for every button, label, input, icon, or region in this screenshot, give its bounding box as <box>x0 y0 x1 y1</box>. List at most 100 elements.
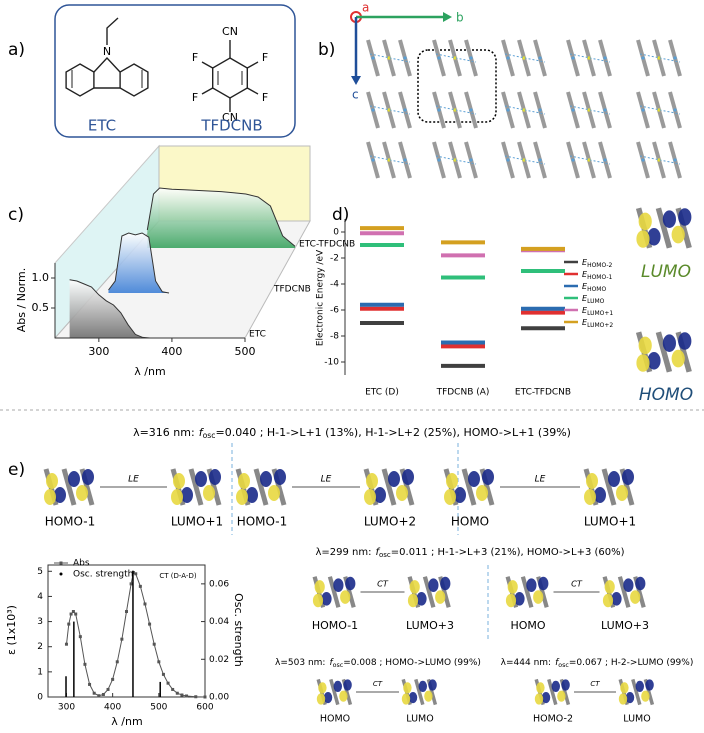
orbital-lobe <box>408 692 418 704</box>
wavelength: λ=316 nm: <box>133 426 195 439</box>
atom <box>641 158 645 162</box>
x-tick-label: 500 <box>150 703 167 713</box>
orbital-lobe <box>401 693 411 705</box>
orbital-lobe <box>636 230 650 248</box>
atom <box>387 56 391 60</box>
marker <box>71 610 75 614</box>
legend-entry: EHOMO-1 <box>582 270 613 281</box>
orbital-lobe <box>402 469 414 485</box>
y-tick-label: 0 <box>333 228 339 238</box>
atom <box>506 158 510 162</box>
orbital-lobe <box>602 593 614 608</box>
marker <box>180 693 184 697</box>
orbital-lobe <box>396 485 408 501</box>
atom <box>437 158 441 162</box>
f-symbol: f <box>375 547 380 558</box>
orbital-lobe <box>514 592 525 606</box>
y-tick-label: 5 <box>37 567 43 577</box>
contact <box>569 105 611 115</box>
orbital-lobe <box>584 489 596 505</box>
orbital-lobe <box>561 679 570 691</box>
transition-detail: =0.008 ; HOMO->LUMO (99%) <box>343 658 481 668</box>
atom <box>387 108 391 112</box>
orbital-lobe <box>541 692 551 704</box>
transition-header: λ=503 nm: fosc=0.008 ; HOMO->LUMO (99%) <box>275 658 481 670</box>
wavelength: λ=299 nm: <box>315 547 371 558</box>
marker <box>125 610 128 614</box>
wavelength: λ=503 nm: <box>275 658 325 668</box>
y-tick-label: 4 <box>37 592 43 602</box>
f-symbol: f <box>199 426 205 439</box>
legend-entry: Abs <box>73 559 90 569</box>
transition-kind: LE <box>535 475 546 485</box>
atom <box>571 108 575 112</box>
orbital-lobe <box>625 692 635 704</box>
series-label: TFDCNB <box>273 285 311 295</box>
x-tick-label: 300 <box>58 703 75 713</box>
marker <box>67 622 71 626</box>
atom <box>403 158 407 162</box>
atom <box>657 56 661 60</box>
orbital-name: HOMO <box>510 619 545 632</box>
atom <box>538 56 542 60</box>
orbital-lobe <box>638 336 652 355</box>
marker <box>78 635 82 639</box>
orbital-lobe <box>507 580 518 594</box>
y-tick-label: 2 <box>37 642 43 652</box>
panel-label: a) <box>8 40 25 60</box>
contact <box>639 155 681 165</box>
structure <box>217 71 243 85</box>
legend-symbol: E <box>582 294 588 303</box>
orbital-lobe <box>312 593 324 608</box>
atom <box>673 56 677 60</box>
orbital-name: HOMO-1 <box>312 619 358 632</box>
orbital-lobe <box>388 471 400 487</box>
y-tick-label: 0 <box>37 693 43 703</box>
orbital-lobe <box>611 592 622 606</box>
legend-symbol: E <box>582 258 588 267</box>
orbital-lobe <box>209 469 221 485</box>
atom-label: F <box>192 51 198 64</box>
atom <box>587 108 591 112</box>
legend-symbol: E <box>582 282 588 291</box>
orbital-molecule <box>655 207 673 249</box>
y-tick-label: 1 <box>37 667 43 677</box>
marker <box>74 612 78 616</box>
structure <box>119 63 149 97</box>
x-tick-label: 600 <box>196 703 213 713</box>
atom <box>522 158 526 162</box>
y-axis-label: Electronic Energy /eV <box>316 249 326 346</box>
orbital-lobe <box>316 693 326 705</box>
orbital-lobe <box>586 473 598 489</box>
legend-symbol: E <box>582 270 588 279</box>
marker <box>171 687 175 691</box>
transition-kind: LE <box>321 475 332 485</box>
atom <box>469 158 473 162</box>
f-subscript: osc <box>558 662 569 669</box>
marker <box>152 642 156 646</box>
orbital-lobe <box>620 682 629 694</box>
atom <box>453 56 457 60</box>
orbital-lobe <box>616 485 628 501</box>
series-line <box>66 571 206 698</box>
wavelength: λ=444 nm: <box>501 658 551 668</box>
orbital-lobe <box>635 576 646 591</box>
atom <box>469 56 473 60</box>
structure <box>201 40 259 112</box>
orbital-molecule <box>631 678 642 706</box>
atom <box>522 56 526 60</box>
y2-axis-label: Osc. strength <box>232 593 245 667</box>
marker <box>129 582 133 586</box>
orbital-name: HOMO-2 <box>533 714 573 725</box>
orbital-molecule <box>520 576 534 608</box>
unit-box <box>417 49 497 123</box>
marker <box>88 682 92 686</box>
series-line <box>146 187 296 247</box>
x-tick-label: 500 <box>235 345 256 358</box>
orbital-molecule <box>617 576 631 608</box>
contact <box>369 53 411 63</box>
f-symbol: f <box>555 658 560 668</box>
orbital-lobe <box>343 679 352 691</box>
marker <box>134 572 138 576</box>
orbital-lobe <box>608 471 620 487</box>
